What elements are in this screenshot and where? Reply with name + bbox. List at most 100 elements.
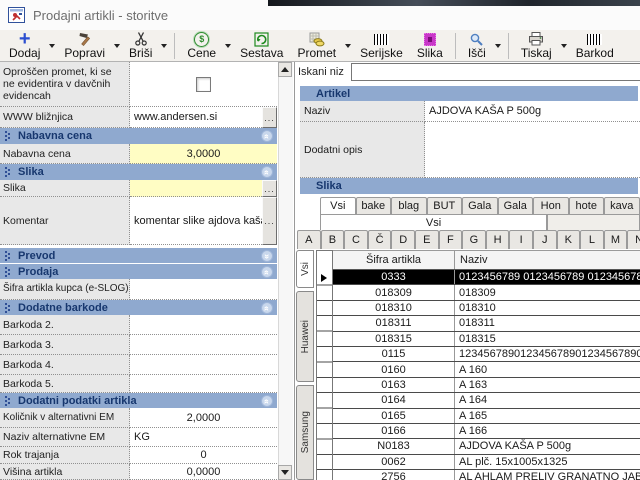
cene-button[interactable]: $ Cene xyxy=(180,31,223,61)
table-row[interactable]: 0165 A 165 xyxy=(333,408,640,424)
kolicnik-field[interactable]: 2,0000 xyxy=(130,408,277,428)
search-input[interactable] xyxy=(351,63,640,81)
group-tab[interactable]: kava xyxy=(604,197,640,214)
brisi-button[interactable]: Briši xyxy=(122,31,159,61)
group-tab[interactable]: Gala xyxy=(462,197,498,214)
table-row[interactable]: N0183 AJDOVA KAŠA P 500g xyxy=(333,439,640,455)
letter-tab[interactable]: A xyxy=(297,230,321,249)
collapse-chevron-icon[interactable]: « xyxy=(261,130,273,142)
section-title: Artikel xyxy=(316,87,351,100)
dodaj-dropdown-arrow[interactable] xyxy=(49,43,56,48)
exempt-checkbox[interactable] xyxy=(196,76,211,92)
naziv-field[interactable]: AJDOVA KAŠA P 500g xyxy=(425,101,640,122)
table-row[interactable]: 0160 A 160 xyxy=(333,362,640,378)
slika-button[interactable]: Slika xyxy=(410,31,450,61)
column-header-sifra[interactable]: Šifra artikla xyxy=(333,251,455,269)
popravi-dropdown-arrow[interactable] xyxy=(114,43,121,48)
expand-chevron-icon[interactable]: « xyxy=(261,250,273,262)
scroll-up-button[interactable] xyxy=(278,62,292,77)
naziv-label: Naziv xyxy=(300,101,425,122)
letter-tab[interactable]: F xyxy=(438,230,463,249)
group-tab[interactable]: hote xyxy=(568,197,604,214)
subgroup-tab-vsi[interactable]: Vsi xyxy=(320,214,547,230)
isci-button[interactable]: Išči xyxy=(461,31,493,61)
brisi-dropdown-arrow[interactable] xyxy=(161,43,168,48)
section-header-dodatne-barkode[interactable]: Dodatne barkode « xyxy=(0,300,277,315)
isci-dropdown-arrow[interactable] xyxy=(494,43,501,48)
scroll-down-button[interactable] xyxy=(278,465,292,480)
table-row[interactable]: 018315 018315 xyxy=(333,331,640,347)
promet-dropdown-arrow[interactable] xyxy=(345,43,352,48)
section-header-dodatni-podatki[interactable]: Dodatni podatki artikla « xyxy=(0,393,277,408)
barkod-button[interactable]: Barkod xyxy=(569,31,621,61)
www-field[interactable]: www.andersen.si xyxy=(130,107,262,128)
table-row-selected[interactable]: 0333 0123456789 0123456789 0123456789 01… xyxy=(333,270,640,286)
group-tab[interactable]: blag xyxy=(391,197,427,214)
letter-tab[interactable]: M xyxy=(603,230,628,249)
letter-tab[interactable]: K xyxy=(556,230,581,249)
slika-field[interactable] xyxy=(130,180,262,197)
barkoda2-field[interactable] xyxy=(130,315,277,335)
letter-tab[interactable]: Č xyxy=(367,230,392,249)
rok-field[interactable]: 0 xyxy=(130,447,277,464)
popravi-button[interactable]: Popravi xyxy=(57,31,112,61)
table-row[interactable]: 0164 A 164 xyxy=(333,393,640,409)
letter-tab[interactable]: G xyxy=(462,230,486,249)
tiskaj-button[interactable]: Tiskaj xyxy=(514,31,559,61)
barkoda5-field[interactable] xyxy=(130,375,277,393)
letter-tab[interactable]: J xyxy=(532,230,557,249)
serijske-button[interactable]: Serijske xyxy=(353,31,410,61)
table-row[interactable]: 0115 12345678901234567890123456789012345… xyxy=(333,346,640,363)
barkoda4-field[interactable] xyxy=(130,355,277,375)
section-header-slika[interactable]: Slika « xyxy=(0,164,277,180)
subgroup-tab-empty[interactable] xyxy=(547,214,640,230)
www-ellipsis-button[interactable]: ... xyxy=(262,107,277,128)
section-header-nabavna-cena[interactable]: Nabavna cena « xyxy=(0,128,277,144)
slika-ellipsis-button[interactable]: ... xyxy=(262,180,277,197)
letter-tab[interactable]: N xyxy=(627,230,640,249)
nabavna-field[interactable]: 3,0000 xyxy=(130,144,277,164)
collapse-chevron-icon[interactable]: « xyxy=(261,302,273,314)
table-row[interactable]: 018311 018311 xyxy=(333,316,640,332)
letter-tab[interactable]: H xyxy=(485,230,510,249)
table-row[interactable]: 0062 AL plč. 15x1005x1325 xyxy=(333,454,640,471)
letter-tab[interactable]: B xyxy=(320,230,345,249)
tiskaj-dropdown-arrow[interactable] xyxy=(560,43,567,48)
visina-field[interactable]: 0,0000 xyxy=(130,464,277,480)
side-tab-samsung[interactable]: Samsung xyxy=(296,385,314,480)
letter-tab[interactable]: L xyxy=(580,230,604,249)
cene-dropdown-arrow[interactable] xyxy=(225,43,232,48)
collapse-chevron-icon[interactable]: « xyxy=(261,266,273,278)
group-tab[interactable]: Hon xyxy=(533,197,569,214)
section-header-prodaja[interactable]: Prodaja « xyxy=(0,264,277,279)
naziv-em-field[interactable]: KG xyxy=(130,428,277,447)
table-row[interactable]: 018310 018310 xyxy=(333,300,640,317)
table-row[interactable]: 0163 A 163 xyxy=(333,377,640,394)
group-tab-vsi[interactable]: Vsi xyxy=(320,197,356,214)
sestava-button[interactable]: Sestava xyxy=(233,31,290,61)
letter-tab[interactable]: I xyxy=(509,230,533,249)
eslog-field[interactable] xyxy=(130,279,277,300)
komentar-field[interactable]: komentar slike ajdova kaša xyxy=(130,197,262,245)
letter-tab[interactable]: C xyxy=(344,230,368,249)
promet-button[interactable]: Promet xyxy=(290,31,343,61)
table-row[interactable]: 018309 018309 xyxy=(333,285,640,301)
letter-tab[interactable]: E xyxy=(414,230,439,249)
table-row[interactable]: 2756 AL AHLAM PRELIV GRANATNO JABOLKO xyxy=(333,470,640,480)
komentar-ellipsis-button[interactable]: ... xyxy=(262,197,277,245)
letter-tab[interactable]: D xyxy=(391,230,415,249)
section-header-prevod[interactable]: Prevod « xyxy=(0,248,277,263)
collapse-chevron-icon[interactable]: « xyxy=(261,166,273,178)
barkoda3-field[interactable] xyxy=(130,335,277,355)
group-tab[interactable]: BUT xyxy=(426,197,462,214)
column-header-naziv[interactable]: Naziv xyxy=(460,254,488,266)
left-panel-scrollbar[interactable] xyxy=(278,62,293,480)
collapse-chevron-icon[interactable]: « xyxy=(261,395,273,407)
group-tab[interactable]: bake xyxy=(355,197,391,214)
table-row[interactable]: 0166 A 166 xyxy=(333,423,640,440)
dodatni-opis-field[interactable] xyxy=(425,122,640,178)
side-tab-vsi[interactable]: Vsi xyxy=(296,250,314,288)
group-tab[interactable]: Gala xyxy=(497,197,533,214)
dodaj-button[interactable]: + Dodaj xyxy=(2,29,47,61)
side-tab-huawei[interactable]: Huawei xyxy=(296,291,314,382)
